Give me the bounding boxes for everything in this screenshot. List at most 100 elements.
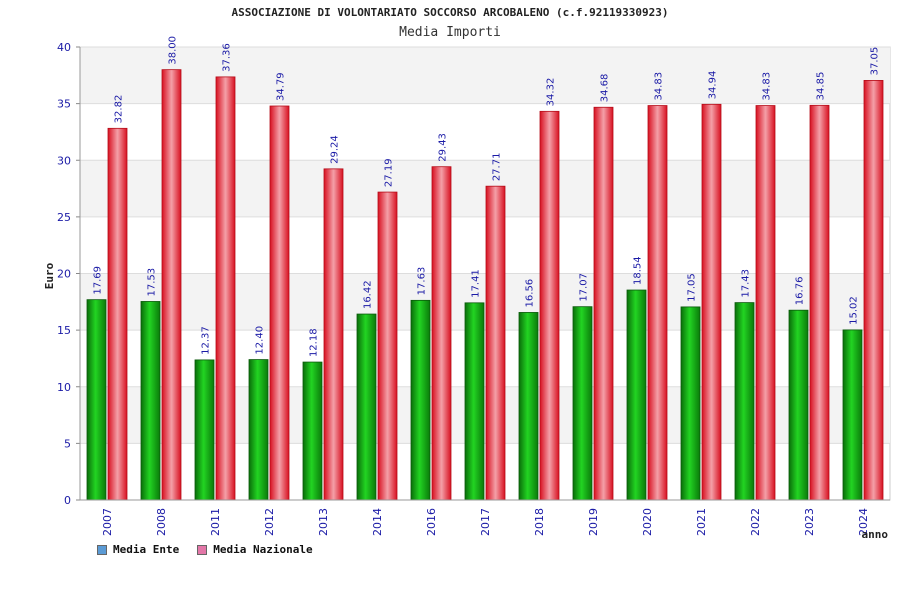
bar-value-label: 32.82 — [114, 95, 125, 124]
y-tick-label: 25 — [57, 211, 71, 224]
bar-value-label: 37.36 — [222, 43, 233, 72]
bar-media-nazionale — [485, 185, 506, 501]
bar-media-nazionale — [107, 127, 128, 501]
bar-media-nazionale — [755, 105, 776, 501]
bar-value-label: 34.85 — [816, 72, 827, 101]
x-tick-label: 2007 — [101, 508, 114, 536]
bar-value-label: 27.71 — [492, 153, 503, 182]
bar-media-nazionale — [809, 104, 830, 501]
bar-media-ente — [356, 313, 377, 501]
y-axis-label: Euro — [43, 262, 56, 289]
x-tick-label: 2017 — [479, 508, 492, 536]
bar-media-ente — [626, 289, 647, 501]
bar-value-label: 12.37 — [201, 326, 212, 355]
x-tick-label: 2023 — [803, 508, 816, 536]
y-tick-label: 20 — [57, 268, 71, 281]
bar-value-label: 16.56 — [525, 279, 536, 308]
bar-value-label: 17.43 — [741, 269, 752, 298]
x-tick-label: 2013 — [317, 508, 330, 536]
bar-value-label: 29.24 — [330, 135, 341, 164]
bar-value-label: 12.18 — [309, 328, 320, 357]
bar-value-label: 18.54 — [633, 256, 644, 285]
x-tick-label: 2008 — [155, 508, 168, 536]
bar-value-label: 27.19 — [384, 158, 395, 187]
x-tick-label: 2014 — [371, 508, 384, 536]
legend-label: Media Nazionale — [213, 543, 313, 556]
grid-band — [80, 273, 890, 331]
bar-value-label: 16.42 — [363, 280, 374, 309]
y-tick-label: 10 — [57, 381, 71, 394]
bar-media-ente — [518, 312, 539, 501]
bar-media-ente — [464, 302, 485, 501]
x-tick-label: 2018 — [533, 508, 546, 536]
bar-media-ente — [572, 306, 593, 501]
x-axis-label: anno — [862, 528, 889, 541]
bar-media-ente — [842, 329, 863, 501]
bar-media-ente — [248, 359, 269, 501]
bar-value-label: 34.83 — [762, 72, 773, 101]
bar-value-label: 12.40 — [255, 326, 266, 355]
bar-value-label: 38.00 — [168, 36, 179, 65]
bar-value-label: 34.68 — [600, 74, 611, 103]
grid-band — [80, 47, 890, 104]
bar-value-label: 16.76 — [795, 277, 806, 306]
y-tick-label: 15 — [57, 324, 71, 337]
bar-media-ente — [194, 359, 215, 501]
y-axis: 0 5 10 15 20 25 30 35 40 — [57, 41, 890, 507]
y-tick-label: 0 — [64, 494, 71, 507]
bar-media-nazionale — [269, 105, 290, 501]
bar-media-nazionale — [377, 191, 398, 501]
plot-area — [79, 46, 891, 501]
bar-value-label: 17.69 — [93, 266, 104, 295]
bar-media-nazionale — [431, 166, 452, 501]
legend-swatch — [197, 544, 208, 555]
bar-media-ente — [410, 299, 431, 501]
x-tick-label: 2012 — [263, 508, 276, 536]
bar-value-label: 34.79 — [276, 72, 287, 101]
chart-title: ASSOCIAZIONE DI VOLONTARIATO SOCCORSO AR… — [231, 6, 669, 19]
bar-labels: 17.69 32.82 17.53 38.00 12.37 37.36 12.40 34.79… — [93, 36, 881, 357]
bar-value-label: 17.05 — [687, 273, 698, 302]
bar-media-ente — [140, 301, 161, 501]
bar-value-label: 34.83 — [654, 72, 665, 101]
y-tick-label: 35 — [57, 98, 71, 111]
grid-band — [80, 386, 890, 444]
bar-media-nazionale — [863, 80, 884, 501]
legend-swatch — [97, 544, 107, 555]
bar-media-nazionale — [161, 69, 182, 501]
bar-value-label: 17.53 — [147, 268, 158, 297]
x-tick-label: 2020 — [641, 508, 654, 536]
grid-band — [80, 160, 890, 217]
bar-media-ente — [302, 361, 323, 501]
bar-media-nazionale — [701, 103, 722, 501]
bar-value-label: 34.94 — [708, 71, 719, 100]
bar-value-label: 17.63 — [417, 267, 428, 296]
bar-value-label: 29.43 — [438, 133, 449, 162]
bar-media-ente — [680, 306, 701, 501]
bar-value-label: 34.32 — [546, 78, 557, 107]
legend-item-media-nazionale: Media Nazionale — [197, 543, 313, 556]
bar-media-nazionale — [323, 168, 344, 501]
bar-value-label: 15.02 — [849, 296, 860, 325]
x-tick-label: 2016 — [425, 508, 438, 536]
legend-item-media-ente: Media Ente — [97, 543, 179, 556]
x-axis: 2007 2008 2011 2012 2013 2014 2016 2017 2018 2019… — [101, 508, 870, 536]
legend: Media Ente Media Nazionale — [97, 543, 313, 556]
y-tick-label: 30 — [57, 154, 71, 167]
y-tick-label: 40 — [57, 41, 71, 54]
chart-subtitle: Media Importi — [399, 25, 501, 40]
y-tick-label: 5 — [64, 437, 71, 450]
bar-media-ente — [788, 309, 809, 501]
x-tick-label: 2011 — [209, 508, 222, 536]
x-tick-label: 2021 — [695, 508, 708, 536]
x-tick-label: 2024 — [857, 508, 870, 536]
bars — [86, 69, 884, 501]
bar-media-ente — [86, 299, 107, 501]
x-tick-label: 2019 — [587, 508, 600, 536]
bar-media-nazionale — [539, 110, 560, 501]
bar-media-ente — [734, 302, 755, 501]
bar-media-nazionale — [215, 76, 236, 501]
x-tick-label: 2022 — [749, 508, 762, 536]
bar-media-nazionale — [647, 105, 668, 501]
